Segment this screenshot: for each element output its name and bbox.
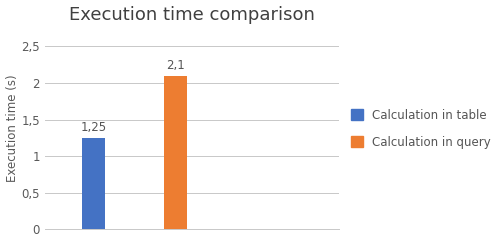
Legend: Calculation in table, Calculation in query: Calculation in table, Calculation in que… [347, 105, 494, 152]
Bar [164, 76, 187, 229]
Text: 1,25: 1,25 [81, 121, 107, 134]
Bar [82, 138, 105, 229]
Text: 2,1: 2,1 [166, 59, 185, 72]
Title: Execution time comparison: Execution time comparison [69, 6, 315, 24]
Y-axis label: Execution time (s): Execution time (s) [6, 75, 19, 182]
